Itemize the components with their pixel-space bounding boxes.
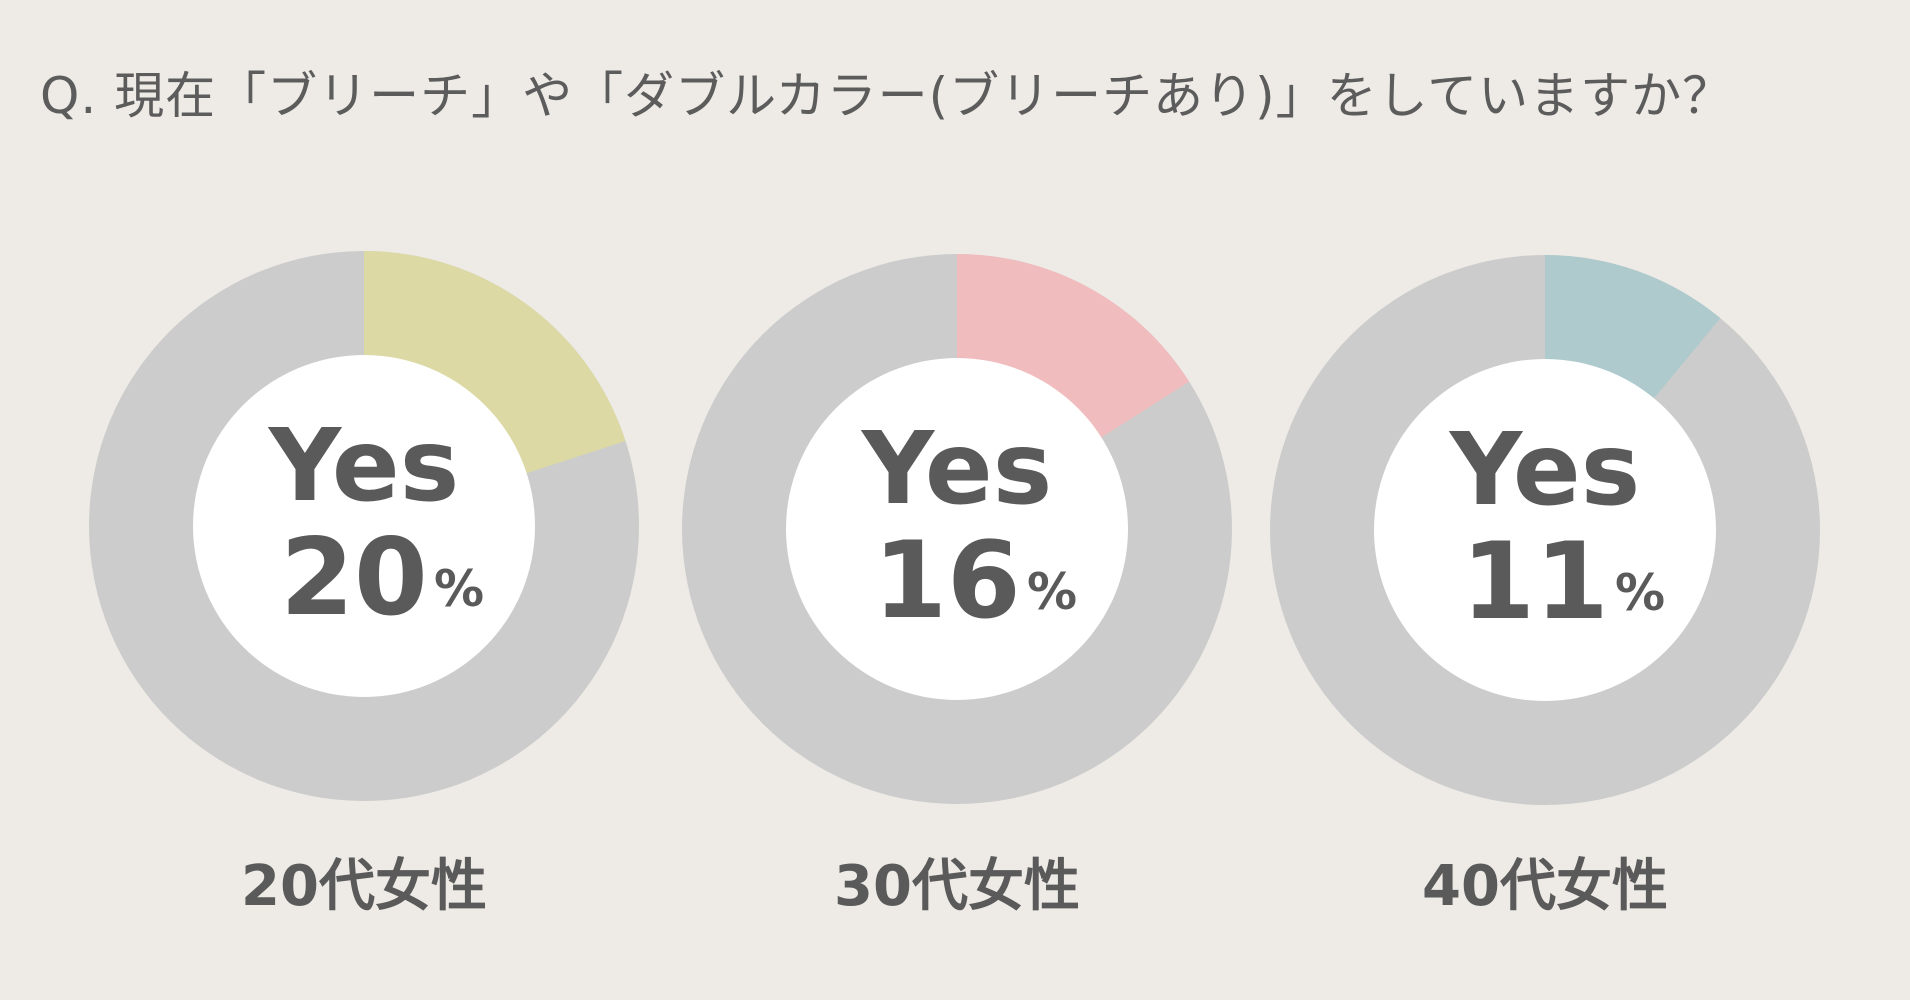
donut-hole xyxy=(1374,359,1716,701)
category-label: 20代女性 xyxy=(241,854,487,919)
donut-hole xyxy=(193,355,535,697)
center-yes-label: Yes xyxy=(861,410,1053,527)
category-label: 30代女性 xyxy=(834,854,1080,919)
center-yes-label: Yes xyxy=(1449,411,1641,528)
center-unit: % xyxy=(434,560,484,618)
center-value: 20 xyxy=(280,516,428,639)
question-title: Q. 現在「ブリーチ」や「ダブルカラー(ブリーチあり)」をしていますか？ xyxy=(40,67,1734,125)
donut-hole xyxy=(786,358,1128,700)
center-value: 16 xyxy=(873,519,1021,642)
center-value: 11 xyxy=(1461,520,1609,643)
category-label: 40代女性 xyxy=(1422,854,1668,919)
center-yes-label: Yes xyxy=(268,407,460,524)
center-unit: % xyxy=(1027,563,1077,621)
center-unit: % xyxy=(1615,564,1665,622)
